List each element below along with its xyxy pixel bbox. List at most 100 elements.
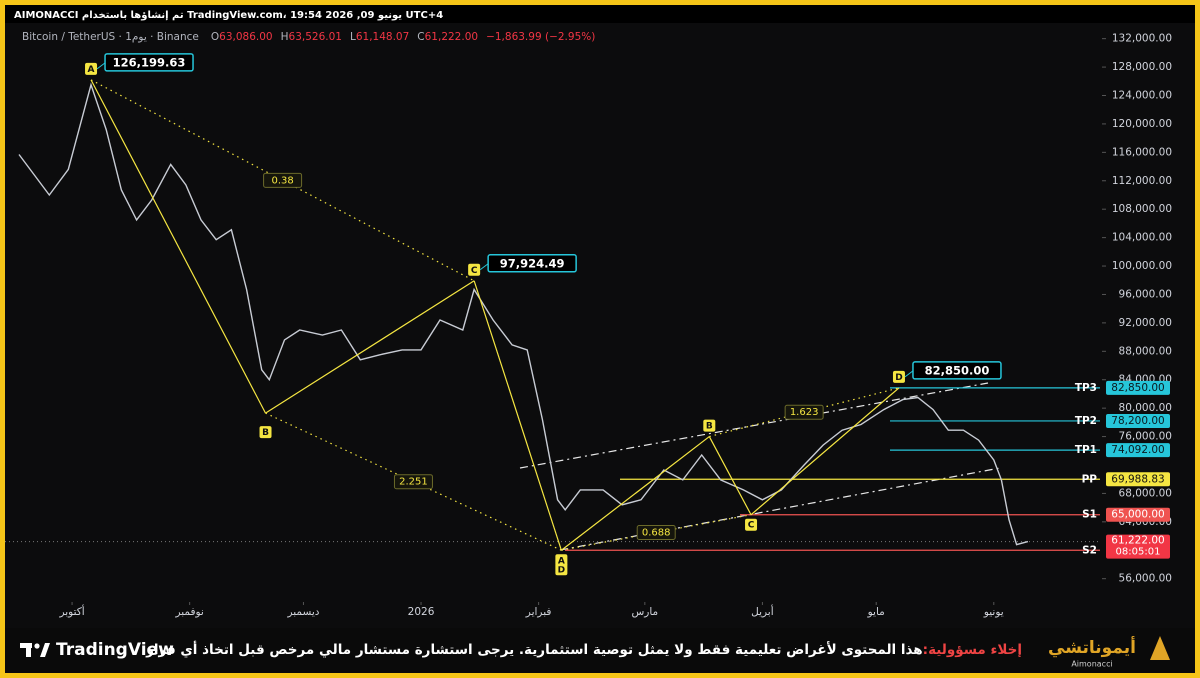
ohlc-value: 63,086.00 bbox=[219, 31, 272, 43]
price-line bbox=[18, 82, 1029, 546]
y-tick-label: 80,000.00 bbox=[1119, 402, 1172, 414]
x-tick-label: أكتوبر bbox=[58, 604, 84, 618]
callout-connector bbox=[479, 263, 489, 271]
y-tick-label: 56,000.00 bbox=[1119, 573, 1172, 585]
callout-box bbox=[104, 53, 194, 72]
y-tick-label: 88,000.00 bbox=[1119, 345, 1172, 357]
x-tick-label: مارس bbox=[631, 606, 658, 618]
level-value: 65,000.00 bbox=[1111, 509, 1164, 521]
ohlc-key: H bbox=[281, 31, 289, 43]
pattern-leg bbox=[750, 387, 900, 516]
pattern-leg bbox=[265, 280, 475, 414]
callout-connector bbox=[904, 370, 914, 378]
countdown: 08:05:01 bbox=[1116, 547, 1161, 558]
y-tick-label: 96,000.00 bbox=[1119, 288, 1172, 300]
pattern-point bbox=[85, 62, 98, 75]
logo-shape bbox=[40, 643, 50, 657]
ohlc-key: L bbox=[350, 31, 356, 43]
ohlc-value: 61,148.07 bbox=[356, 31, 409, 43]
brand: أيموناتشي bbox=[1048, 636, 1136, 658]
callout-value: 82,850.00 bbox=[925, 363, 990, 377]
pattern-point-label: A bbox=[558, 556, 565, 566]
logo-shape bbox=[34, 643, 40, 649]
ratio-label: 1.623 bbox=[790, 407, 819, 418]
level-box bbox=[1106, 413, 1170, 428]
change: −1,863.99 (−2.95%) bbox=[486, 31, 595, 43]
x-tick-label: مايو bbox=[867, 606, 885, 618]
pattern-point-label: A bbox=[88, 65, 95, 75]
y-tick-label: 116,000.00 bbox=[1112, 146, 1172, 158]
pattern-leg bbox=[561, 436, 710, 551]
y-tick-label: 108,000.00 bbox=[1112, 203, 1172, 215]
level-name: TP1 bbox=[1075, 444, 1097, 456]
x-tick-label: أبريل bbox=[751, 604, 774, 618]
ratio-box bbox=[393, 474, 433, 490]
pattern-point-label: D bbox=[558, 565, 565, 575]
pattern-point-label: C bbox=[748, 521, 755, 531]
pattern-point bbox=[259, 426, 272, 439]
channel-line bbox=[559, 467, 1001, 551]
level-value: 82,850.00 bbox=[1111, 382, 1164, 394]
pattern-point-label: C bbox=[471, 266, 478, 276]
ratio-box bbox=[784, 404, 824, 420]
pattern-leg bbox=[90, 79, 267, 414]
y-tick-label: 132,000.00 bbox=[1112, 33, 1172, 45]
ratio-line bbox=[561, 514, 752, 551]
ratio-box bbox=[263, 172, 303, 188]
tv-logo bbox=[20, 643, 50, 657]
ratio-label: 2.251 bbox=[399, 477, 428, 488]
logo-shape bbox=[26, 643, 31, 657]
brand-icon bbox=[1150, 636, 1170, 660]
symbol-row: Bitcoin / TetherUS · 1يوم · Binance O63,0… bbox=[22, 31, 595, 43]
y-tick-label: 128,000.00 bbox=[1112, 61, 1172, 73]
y-tick-label: 112,000.00 bbox=[1112, 175, 1172, 187]
y-tick-label: 100,000.00 bbox=[1112, 260, 1172, 272]
callout-box bbox=[912, 361, 1002, 380]
pattern-point bbox=[892, 370, 905, 383]
level-name: S1 bbox=[1082, 509, 1097, 521]
level-name: PP bbox=[1082, 473, 1098, 485]
level-value: 69,988.83 bbox=[1111, 473, 1164, 485]
caption-bar bbox=[5, 5, 1195, 23]
ratio-label: 0.688 bbox=[642, 527, 671, 538]
y-tick-label: 68,000.00 bbox=[1119, 487, 1172, 499]
ohlc-key: O bbox=[211, 31, 219, 43]
caption: AIMONACCI تم إنشاؤها باستخدام TradingVie… bbox=[14, 10, 443, 21]
pattern-leg bbox=[473, 280, 562, 551]
y-tick-label: 104,000.00 bbox=[1112, 232, 1172, 244]
ohlc-value: 61,222.00 bbox=[425, 31, 478, 43]
level-box bbox=[1106, 507, 1170, 522]
pattern-point bbox=[468, 263, 481, 276]
level-box bbox=[1106, 443, 1170, 458]
callout-box bbox=[487, 254, 577, 273]
disclaimer-title: إخلاء مسؤولية: bbox=[923, 642, 1022, 658]
disclaimer-text: هذا المحتوى لأغراض تعليمية فقط ولا يمثل … bbox=[141, 641, 923, 658]
level-name: S2 bbox=[1082, 544, 1097, 556]
y-tick-label: 92,000.00 bbox=[1119, 317, 1172, 329]
level-name: TP2 bbox=[1075, 415, 1097, 427]
level-name: TP3 bbox=[1075, 382, 1097, 394]
level-box bbox=[1106, 380, 1170, 395]
pattern-point-label: D bbox=[895, 373, 902, 383]
x-tick-label: نوفمبر bbox=[174, 606, 203, 618]
y-tick-label: 120,000.00 bbox=[1112, 118, 1172, 130]
y-tick-label: 76,000.00 bbox=[1119, 431, 1172, 443]
pattern-point bbox=[745, 518, 758, 531]
pattern-point bbox=[555, 554, 568, 567]
brand-latin: Aimonacci bbox=[1071, 660, 1112, 669]
x-tick-label: فبراير bbox=[525, 606, 552, 618]
symbol: Bitcoin / TetherUS · 1يوم · Binance bbox=[22, 31, 199, 43]
channel-line bbox=[519, 382, 989, 469]
callout-connector bbox=[96, 62, 106, 70]
footer-bar bbox=[5, 628, 1195, 673]
pattern-point-label: B bbox=[262, 428, 269, 438]
disclaimer: إخلاء مسؤولية:هذا المحتوى لأغراض تعليمية… bbox=[141, 641, 1022, 658]
x-tick-label: 2026 bbox=[408, 606, 435, 618]
callout-value: 97,924.49 bbox=[500, 256, 565, 270]
y-tick-label: 124,000.00 bbox=[1112, 90, 1172, 102]
footer-logo: TradingView bbox=[56, 640, 174, 660]
ratio-line bbox=[90, 79, 475, 282]
x-tick-label: يونيو bbox=[983, 606, 1004, 618]
pattern-point bbox=[703, 419, 716, 432]
